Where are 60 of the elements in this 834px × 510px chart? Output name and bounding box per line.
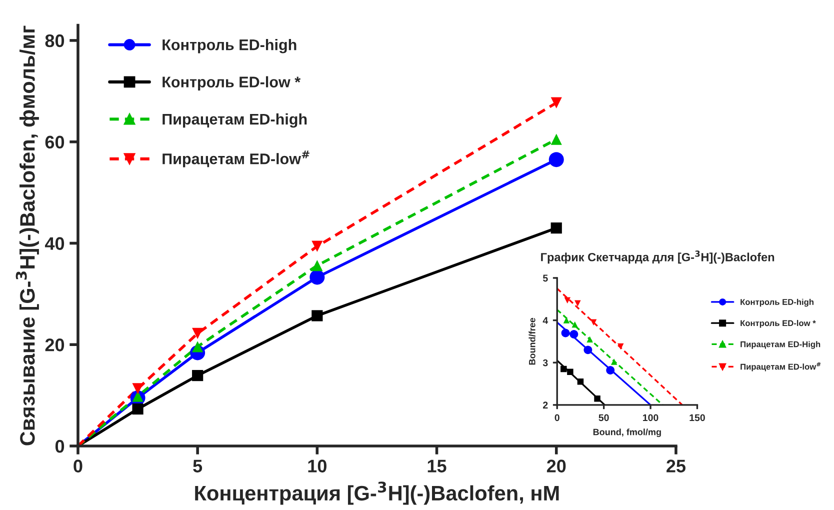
y-axis-title: Связывание [G-$^{3}$H](-)Baclofen, фмоль/мг — [16, 26, 39, 446]
point — [586, 336, 593, 342]
chart-title: График Скетчарда для [G-$^{3}$H](-)Baclofen — [541, 250, 774, 264]
y-tick-label: 60 — [45, 136, 64, 149]
point — [561, 328, 570, 338]
point — [570, 330, 578, 338]
y-tick-label: 2 — [543, 402, 548, 408]
x-tick-label: 5 — [193, 460, 202, 472]
point — [312, 310, 323, 322]
legend-label: Пирацетам ED-high — [162, 113, 307, 128]
point — [560, 366, 567, 372]
point — [577, 378, 584, 385]
point — [192, 328, 204, 340]
x-tick-label: 10 — [308, 460, 326, 472]
y-tick-label: 3 — [542, 359, 548, 366]
y-tick-label: 40 — [44, 237, 64, 250]
legend-label: Пирацетам ED-low$^{#}$ — [740, 362, 821, 372]
point — [563, 317, 570, 324]
legend-label: Контроль ED-low * — [162, 76, 301, 90]
y-tick-label: 4 — [542, 317, 548, 324]
point — [572, 321, 578, 328]
y-axis-title: Bound/free — [528, 318, 536, 365]
point — [132, 403, 144, 415]
x-tick-label: 0 — [74, 460, 82, 472]
x-tick-label: 25 — [666, 460, 686, 472]
point — [606, 366, 615, 374]
x-tick-label: 150 — [690, 414, 705, 422]
point — [584, 346, 592, 354]
point — [550, 222, 562, 234]
point — [312, 260, 323, 272]
y-tick-label: 5 — [542, 274, 548, 282]
y-tick-label: 80 — [45, 34, 64, 48]
y-tick-label: 0 — [55, 440, 64, 453]
legend-label: Пирацетам ED-High — [740, 341, 820, 349]
point — [312, 240, 323, 252]
point — [564, 297, 571, 304]
legend-label: Контроль ED-high — [162, 38, 296, 54]
x-axis-title: Концентрация [G-$^{3}$H](-)Baclofen, нМ — [195, 482, 559, 505]
point — [567, 368, 574, 376]
point — [610, 358, 618, 365]
legend-label: Пирацетам ED-low$^{#}$ — [162, 150, 310, 168]
x-tick-label: 0 — [554, 414, 560, 422]
point — [590, 319, 597, 326]
point — [132, 383, 144, 394]
x-tick-label: 100 — [643, 414, 658, 422]
point — [550, 97, 562, 108]
legend-label: Контроль ED-high — [740, 298, 814, 307]
x-tick-label: 15 — [428, 460, 446, 472]
point — [310, 270, 325, 285]
point — [618, 343, 624, 350]
x-axis-title: Bound, fmol/mg — [593, 428, 661, 438]
legend-label: Контроль ED-low * — [740, 320, 816, 328]
point — [574, 300, 581, 306]
point — [548, 152, 564, 168]
point — [550, 134, 562, 145]
point — [192, 341, 204, 352]
point — [192, 370, 204, 382]
x-tick-label: 50 — [598, 414, 609, 422]
point — [594, 395, 600, 402]
y-tick-label: 20 — [45, 338, 64, 352]
